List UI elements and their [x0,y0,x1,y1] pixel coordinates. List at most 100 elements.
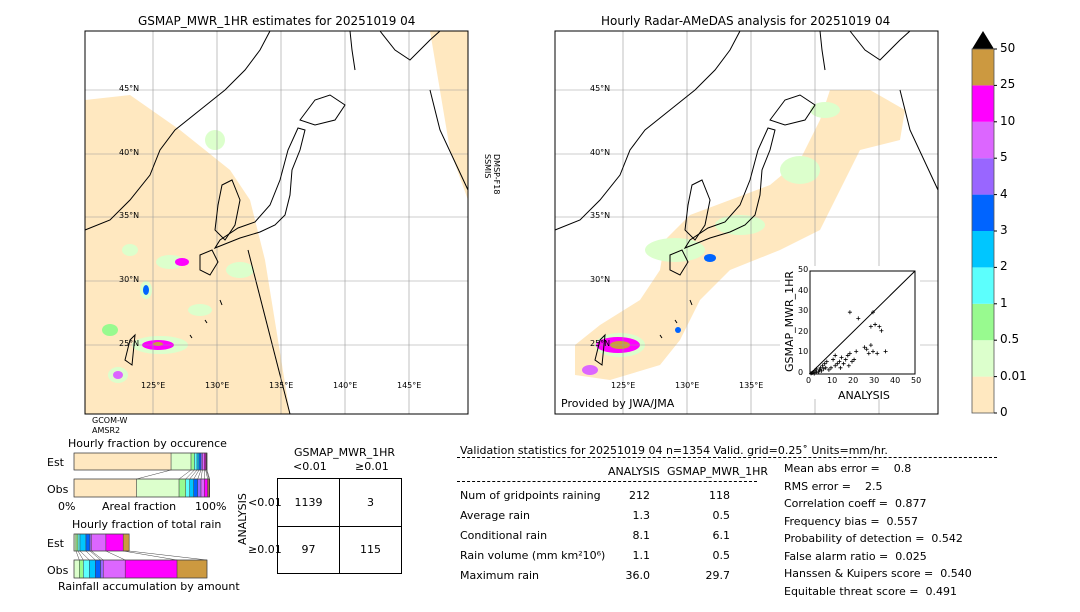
latitude-label: 35°N [590,211,611,220]
contingency-row-1: <0.01 [248,496,282,509]
rain-area [226,262,254,278]
stat-gsmap-value: 0.5 [712,549,731,562]
map-frame [84,30,469,415]
colorbar-tick-label: 5 [1000,150,1008,165]
occurrence-obs-segment [193,478,198,498]
scatter-point [845,353,850,358]
stats-col-gsmap: GSMAP_MWR_1HR [667,465,769,478]
heavy-rain-area [704,254,716,262]
score-line: Mean abs error = 0.8 [784,462,912,475]
colorbar-tick-label: 10 [1000,113,1016,128]
colorbar-segment [972,303,994,341]
heavy-rain-area [153,342,163,346]
colorbar-segment [972,158,994,195]
colorbar-segment [972,194,994,231]
coastline [819,30,826,71]
rain-est-segment [85,533,91,552]
heavy-rain-area [175,258,189,266]
score-line: RMS error = 2.5 [784,479,883,493]
coastline [214,179,241,241]
connector-line [206,469,210,480]
connector-line [205,469,208,480]
occurrence-obs-segment [185,478,190,498]
rain-area [810,102,840,118]
rain-area [205,130,225,150]
connector-line [185,469,195,480]
stat-analysis-value: 1.3 [632,509,651,522]
scatter-point [826,367,831,372]
scatter-xtick: 40 [890,376,901,385]
stat-gsmap-value: 0.5 [712,509,731,522]
rain-est-label: Est [47,537,64,550]
rain-obs-segment [124,559,178,579]
stats-header: Validation statistics for 20251019 04 n=… [460,444,888,457]
connector-line [75,550,80,561]
heavy-rain-area [113,371,123,379]
scatter-point [833,363,838,368]
connector-line [136,469,172,480]
scatter-point [847,351,852,356]
occ-xlabel: Areal fraction [102,500,177,513]
scatter-point [850,359,854,364]
colorbar-tick-label: 50 [1000,41,1016,55]
connector-line [197,469,202,480]
latitude-label: 25°N [119,339,140,348]
map-frame [554,30,939,415]
stat-label: Average rain [460,509,530,522]
connector-line [206,469,210,480]
scatter-point [847,310,852,315]
scatter-xtick: 20 [848,376,859,385]
colorbar-tick-label: 3 [1000,223,1008,237]
score-line: Correlation coeff = 0.877 [784,497,927,510]
occurrence-est-segment [190,452,195,471]
rain-obs-segment [176,559,208,579]
rain-est-segment [77,533,81,552]
scatter-point [841,361,846,366]
score-line: Probability of detection = 0.542 [784,532,963,545]
stat-analysis-value: 8.1 [632,529,651,542]
longitude-label: 135°E [269,381,294,390]
left-map [84,30,469,415]
colorbar-tick-label: 25 [1000,77,1016,92]
stat-gsmap-value: 118 [709,489,730,502]
stat-label: Maximum rain [460,569,539,582]
longitude-label: 140°E [333,381,358,390]
connector-line [200,469,203,480]
scatter-point [822,361,827,366]
colorbar-tick-label: 4 [1000,186,1008,201]
scatter-point [838,365,843,370]
occurrence-title: Hourly fraction by occurence [68,437,227,450]
scatter-point [823,365,828,370]
coastline [669,249,689,276]
heavy-rain-area [582,365,598,375]
scatter-point [866,351,871,356]
rain-obs-segment [89,559,96,579]
stats-col-analysis: ANALYSIS [608,465,660,478]
rain-obs-segment-frame [73,559,208,579]
colorbar-extend-arrow [972,31,994,49]
latitude-label: 40°N [119,148,140,157]
stat-analysis-value: 212 [629,489,650,502]
rain-est-segment [75,533,79,552]
scatter-point [868,343,873,348]
coastline [199,249,219,276]
scatter-ytick: 50 [798,265,809,274]
scatter-point [864,347,869,352]
connector-line [105,550,126,561]
occurrence-obs-segment [204,478,208,498]
scatter-point [816,369,821,374]
stat-gsmap-value: 29.7 [705,569,731,582]
rain-est-segment [105,533,124,552]
heavy-rain-area [675,327,681,333]
scatter-point [814,370,819,375]
connector-line [178,469,192,480]
scatter-point [854,349,859,354]
score-line: Frequency bias = 0.557 [784,514,919,528]
colorbar-tick-label: 0.5 [1000,332,1020,347]
coastline [849,30,911,61]
cell-fp: 3 [367,496,374,509]
scatter-ytick: 20 [798,326,809,336]
right-map-title: Hourly Radar-AMeDAS analysis for 2025101… [601,14,891,28]
occurrence-obs-segment [178,478,186,498]
colorbar-segment [972,340,994,377]
